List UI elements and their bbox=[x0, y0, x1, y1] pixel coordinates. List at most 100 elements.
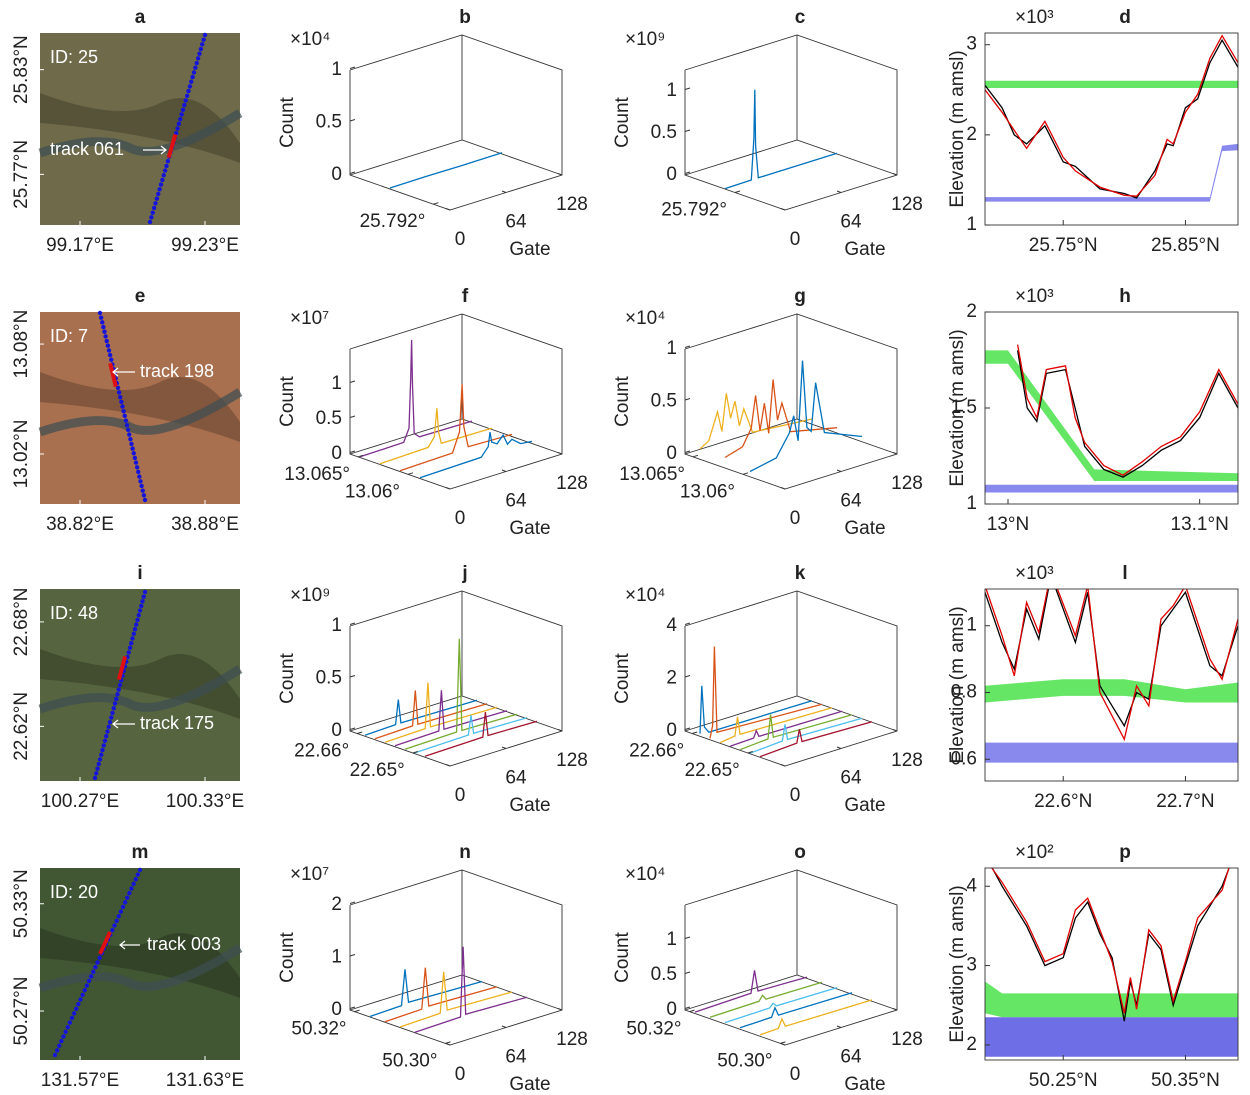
lake-id: ID: 7 bbox=[50, 326, 88, 346]
gate-tick-label: 0 bbox=[455, 1064, 466, 1085]
track-point bbox=[94, 771, 98, 775]
gate-label: Gate bbox=[844, 1074, 885, 1095]
gate-tick bbox=[558, 1009, 562, 1011]
multiplier: ×10⁹ bbox=[625, 29, 665, 50]
panel-title: j bbox=[461, 563, 467, 584]
track-point bbox=[118, 683, 122, 687]
elevation-band bbox=[985, 679, 1238, 702]
panel-title: l bbox=[1122, 563, 1127, 584]
track-point bbox=[87, 979, 91, 983]
gate-tick bbox=[781, 1044, 785, 1046]
box-frame bbox=[685, 35, 897, 210]
waveform-line bbox=[385, 968, 497, 1022]
gate-label: Gate bbox=[509, 795, 550, 816]
z-tick bbox=[685, 972, 690, 974]
track-point bbox=[98, 311, 102, 315]
y-tick-label: 4 bbox=[966, 875, 977, 896]
track-point bbox=[102, 330, 106, 334]
z-tick-label: 0 bbox=[666, 164, 677, 185]
waveform-line bbox=[420, 432, 532, 478]
y-tick-label: 1 bbox=[966, 214, 977, 235]
x-tick-label: 99.23°E bbox=[171, 235, 239, 256]
waveform-line bbox=[405, 639, 517, 749]
panel-title: h bbox=[1119, 286, 1131, 307]
elevation-band bbox=[985, 144, 1238, 202]
track-point bbox=[129, 641, 133, 645]
track-point bbox=[93, 965, 97, 969]
track-point bbox=[137, 613, 141, 617]
track-point bbox=[113, 701, 117, 705]
track-point bbox=[80, 993, 84, 997]
x-tick-label: 38.88°E bbox=[171, 514, 239, 535]
x-tick-label: 100.33°E bbox=[166, 791, 244, 812]
z-tick-label: 0.5 bbox=[316, 408, 342, 429]
z-tick-label: 1 bbox=[666, 338, 677, 359]
z-tick bbox=[685, 130, 690, 132]
elevation-band bbox=[985, 485, 1238, 493]
y-tick-label: 50.33°N bbox=[11, 869, 32, 938]
z-tick-label: 0.5 bbox=[651, 391, 677, 412]
z-tick bbox=[350, 416, 355, 418]
z-tick bbox=[350, 676, 355, 678]
z-axis-label: Count bbox=[277, 652, 298, 703]
gate-tick-label: 64 bbox=[840, 768, 862, 789]
y-axis-label: Elevation (m amsl) bbox=[947, 50, 968, 207]
track-point bbox=[128, 437, 132, 441]
gate-tick bbox=[502, 747, 506, 749]
z-tick-label: 0.5 bbox=[651, 964, 677, 985]
lat-tick bbox=[690, 1010, 695, 1012]
track-point bbox=[125, 423, 129, 427]
track-point bbox=[95, 960, 99, 964]
lat-tick-label: 50.30° bbox=[717, 1050, 772, 1071]
track-point bbox=[114, 919, 118, 923]
track-point bbox=[74, 1007, 78, 1011]
lat-tick bbox=[692, 732, 697, 734]
track-point bbox=[139, 484, 143, 488]
panel-title: p bbox=[1119, 842, 1131, 863]
z-tick-label: 1 bbox=[666, 929, 677, 950]
track-point bbox=[192, 70, 196, 74]
lat-tick bbox=[433, 203, 438, 205]
z-axis-label: Count bbox=[277, 96, 298, 147]
track-point bbox=[143, 498, 147, 502]
track-point bbox=[114, 697, 118, 701]
track-point bbox=[128, 646, 132, 650]
panel-title: b bbox=[459, 7, 471, 28]
track-point bbox=[133, 627, 137, 631]
x-tick-label: 99.17°E bbox=[46, 235, 114, 256]
z-tick-label: 1 bbox=[666, 80, 677, 101]
track-point bbox=[148, 220, 152, 224]
track-point bbox=[190, 75, 194, 79]
track-point bbox=[138, 608, 142, 612]
y-tick-label: 2 bbox=[966, 301, 977, 322]
track-point bbox=[100, 748, 104, 752]
gate-tick bbox=[502, 191, 506, 193]
track-point bbox=[160, 178, 164, 182]
waveform-line bbox=[750, 718, 862, 753]
z-tick bbox=[350, 381, 355, 383]
panel-title: c bbox=[795, 7, 806, 28]
track-point bbox=[159, 182, 163, 186]
track-point bbox=[100, 320, 104, 324]
lat-tick-label: 25.792° bbox=[661, 200, 727, 221]
track-point bbox=[125, 896, 129, 900]
plot-area bbox=[985, 572, 1238, 762]
gate-tick bbox=[837, 191, 841, 193]
track-point bbox=[121, 409, 125, 413]
track-point bbox=[188, 84, 192, 88]
track-point bbox=[124, 418, 128, 422]
track-point bbox=[163, 168, 167, 172]
track-point bbox=[129, 886, 133, 890]
track-point bbox=[115, 692, 119, 696]
track-point bbox=[182, 103, 186, 107]
x-tick-label: 22.7°N bbox=[1156, 791, 1214, 812]
panel-title: g bbox=[794, 286, 806, 307]
y-tick-label: 25.77°N bbox=[11, 140, 32, 209]
waveform-line bbox=[725, 988, 837, 1023]
gate-tick bbox=[558, 174, 562, 176]
elevation-line bbox=[985, 851, 1234, 1014]
track-point bbox=[55, 1048, 59, 1052]
track-point bbox=[178, 117, 182, 121]
elevation-line bbox=[985, 572, 1238, 739]
gate-tick-label: 64 bbox=[840, 212, 862, 233]
